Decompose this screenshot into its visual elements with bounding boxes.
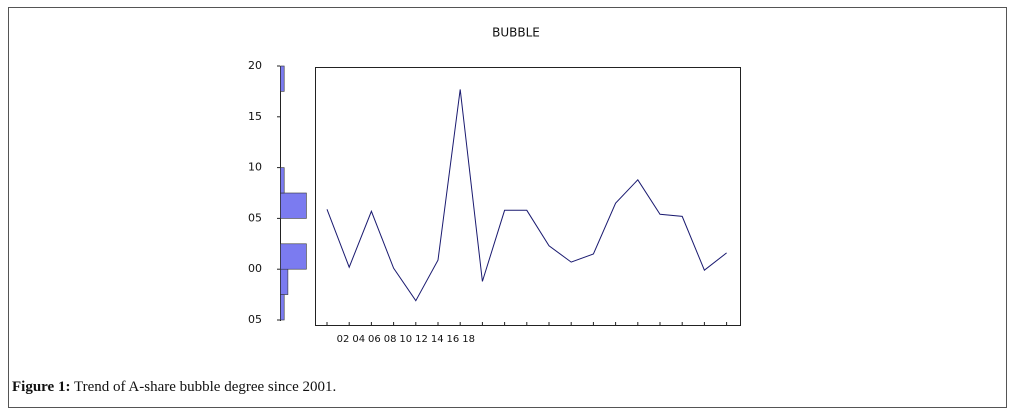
- hist-bar: [280, 294, 285, 321]
- x-tick-label: 02: [337, 334, 350, 345]
- y-tick-label: 10: [248, 161, 262, 174]
- hist-bar: [280, 268, 289, 295]
- x-tick-label: 06: [368, 334, 381, 345]
- plot-frame: [315, 67, 741, 325]
- caption-label: Figure 1:: [12, 379, 70, 395]
- y-tick-label: 05: [248, 211, 262, 224]
- x-tick-label: 10: [399, 334, 412, 345]
- y-tick-label: 20: [248, 59, 262, 72]
- y-tick-label: 05: [248, 313, 262, 326]
- x-tick-label: 04: [352, 334, 365, 345]
- x-tick-label: 18: [462, 334, 475, 345]
- hist-bar: [280, 192, 307, 219]
- caption-text: Trend of A-share bubble degree since 200…: [74, 379, 336, 395]
- x-tick-label: 08: [384, 334, 397, 345]
- hist-bar: [280, 65, 285, 92]
- figure-border: [8, 7, 1007, 408]
- x-tick-label: 12: [415, 334, 428, 345]
- hist-bar: [280, 167, 285, 194]
- chart-title: BUBBLE: [492, 26, 540, 40]
- hist-bar: [280, 243, 307, 270]
- caption: Figure 1: Trend of A-share bubble degree…: [12, 379, 336, 395]
- x-tick-label: 16: [447, 334, 460, 345]
- y-tick-label: 15: [248, 110, 262, 123]
- y-tick-label: 00: [248, 262, 262, 275]
- data-line: [326, 89, 727, 302]
- x-tick-label: 14: [431, 334, 444, 345]
